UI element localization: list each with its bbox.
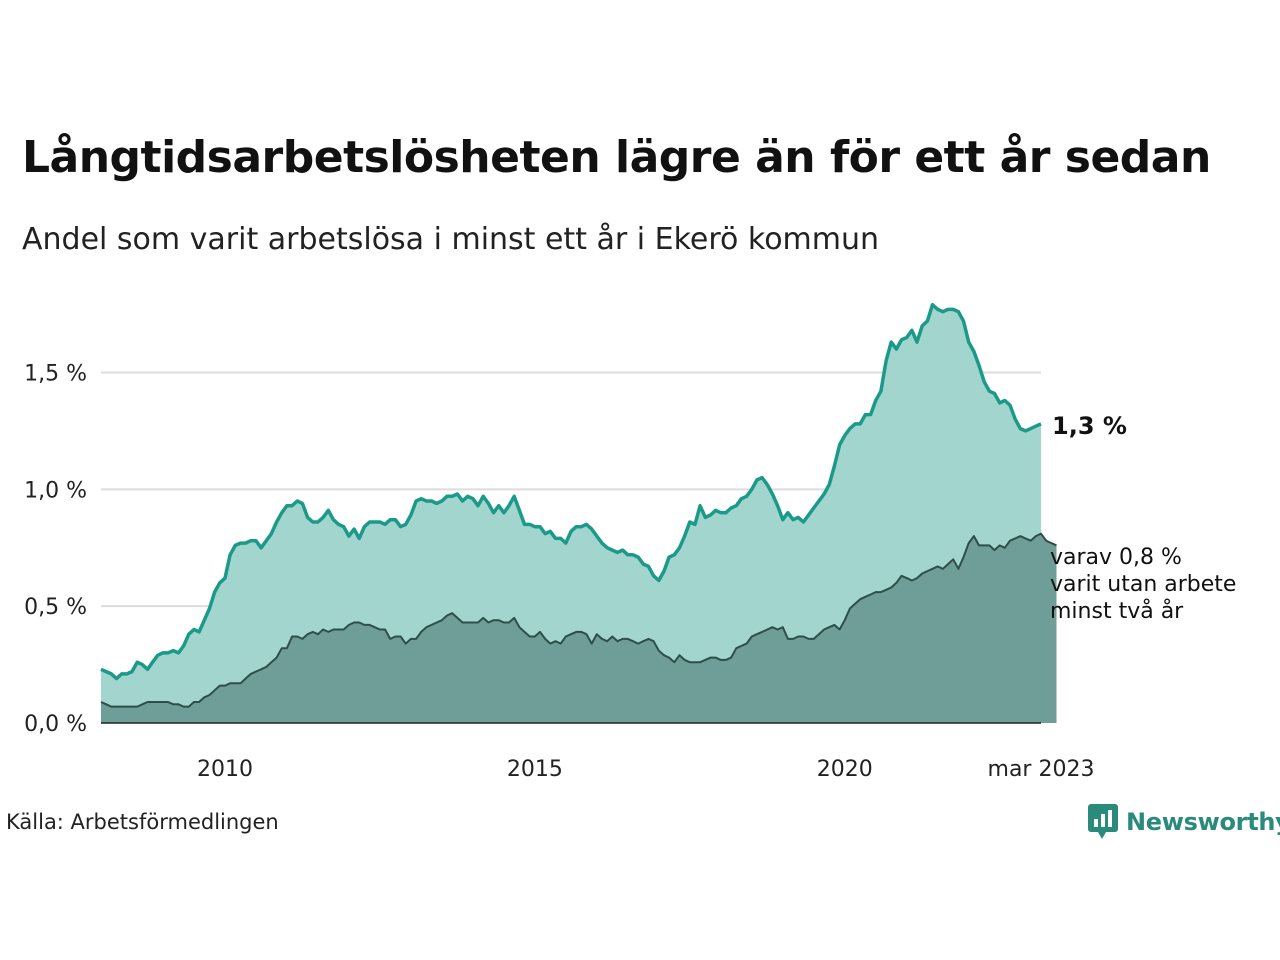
chart-subtitle: Andel som varit arbetslösa i minst ett å… xyxy=(22,222,880,257)
y-tick-label: 1,5 % xyxy=(24,362,87,387)
x-tick-label: 2015 xyxy=(507,757,563,782)
two-year-label-line-2: varit utan arbete xyxy=(1050,572,1236,597)
two-year-area xyxy=(101,533,1057,723)
two-year-label-line-3: minst två år xyxy=(1050,598,1184,624)
total-end-label: 1,3 % xyxy=(1052,412,1127,440)
y-tick-label: 0,0 % xyxy=(24,712,87,737)
brand-name: Newsworthy xyxy=(1126,808,1280,836)
total-area xyxy=(101,304,1041,723)
y-axis-ticks: 0,0 % 0,5 % 1,0 % 1,5 % xyxy=(24,362,87,738)
y-tick-label: 1,0 % xyxy=(24,478,87,503)
x-tick-label: 2020 xyxy=(817,757,873,782)
total-line xyxy=(100,302,1042,681)
two-year-label-line-1: varav 0,8 % xyxy=(1050,545,1182,570)
y-tick-label: 0,5 % xyxy=(24,595,87,620)
x-axis-ticks: 2010 2015 2020 mar 2023 xyxy=(197,757,1095,782)
chart-areas xyxy=(100,302,1057,724)
x-tick-label: mar 2023 xyxy=(988,757,1095,782)
newsworthy-logo: Newsworthy xyxy=(1088,804,1280,840)
source-note: Källa: Arbetsförmedlingen xyxy=(6,810,279,834)
x-tick-label: 2010 xyxy=(197,757,253,782)
two-year-line xyxy=(100,532,1057,708)
chart-title: Långtidsarbetslösheten lägre än för ett … xyxy=(22,132,1211,183)
newsworthy-logo-icon xyxy=(1088,804,1118,839)
